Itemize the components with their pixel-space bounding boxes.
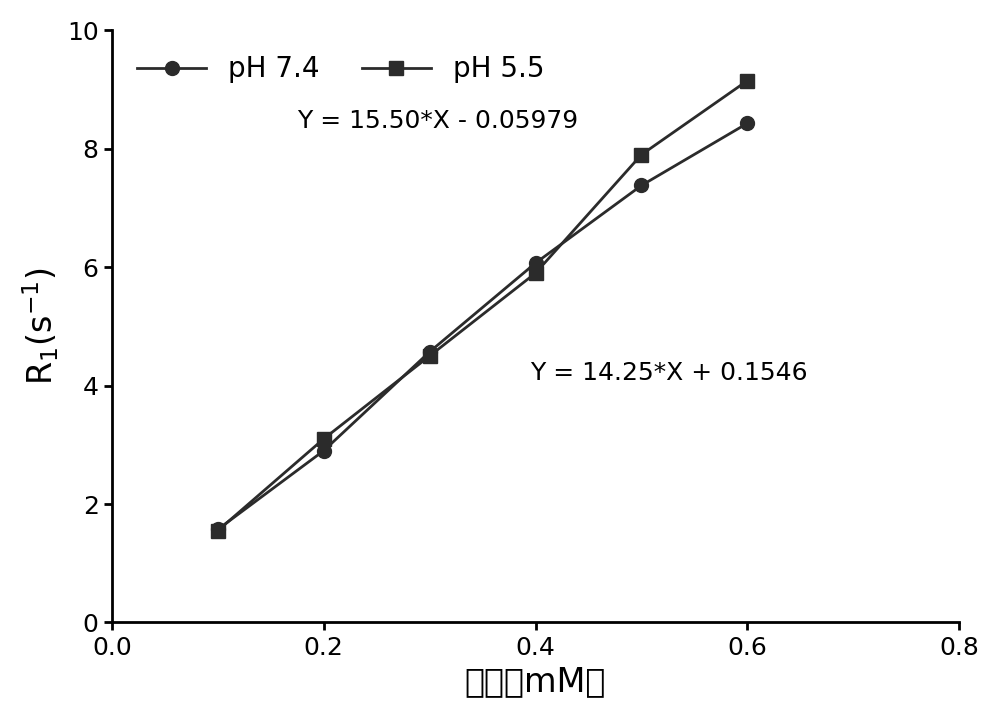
- pH 7.4: [424, 347, 436, 356]
- pH 5.5: [212, 526, 224, 535]
- pH 7.4: [635, 181, 647, 190]
- pH 7.4: [318, 446, 330, 455]
- Y-axis label: $\mathregular{R_1(s^{-1})}$: $\mathregular{R_1(s^{-1})}$: [21, 267, 61, 385]
- Text: Y = 14.25*X + 0.1546: Y = 14.25*X + 0.1546: [530, 361, 808, 385]
- pH 7.4: [741, 119, 753, 127]
- pH 5.5: [318, 434, 330, 443]
- X-axis label: 浓度（mM）: 浓度（mM）: [465, 665, 606, 698]
- pH 7.4: [530, 259, 542, 267]
- pH 5.5: [635, 150, 647, 159]
- Legend: pH 7.4, pH 5.5: pH 7.4, pH 5.5: [126, 45, 556, 94]
- Text: Y = 15.50*X - 0.05979: Y = 15.50*X - 0.05979: [297, 109, 578, 133]
- pH 5.5: [741, 76, 753, 85]
- Line: pH 7.4: pH 7.4: [211, 116, 754, 536]
- pH 5.5: [530, 269, 542, 278]
- Line: pH 5.5: pH 5.5: [211, 74, 754, 538]
- pH 7.4: [212, 525, 224, 533]
- pH 5.5: [424, 352, 436, 360]
